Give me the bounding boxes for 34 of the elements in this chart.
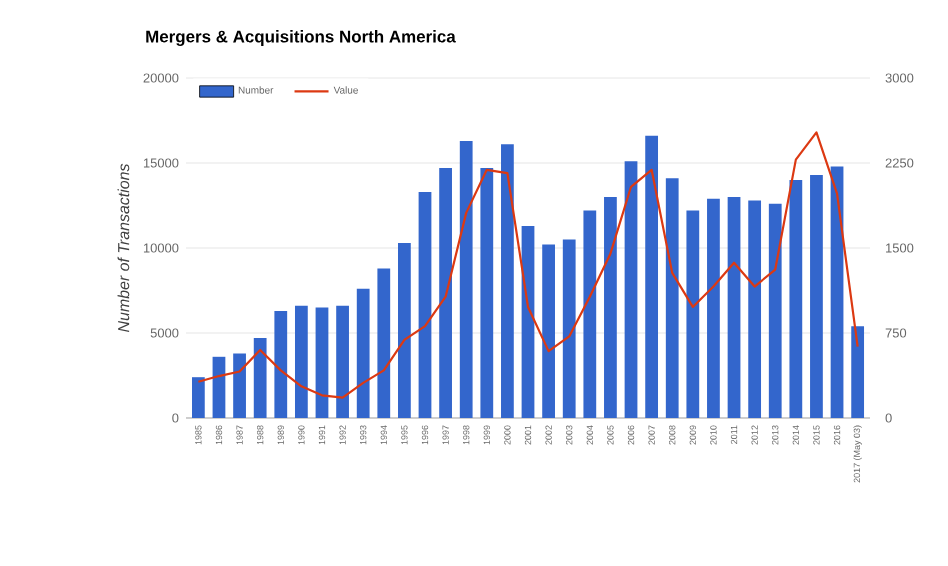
bar bbox=[459, 140, 473, 418]
bar bbox=[542, 244, 555, 418]
bar bbox=[274, 310, 288, 418]
bar bbox=[830, 166, 844, 418]
bar bbox=[191, 377, 205, 418]
bar bbox=[562, 239, 576, 418]
bar bbox=[604, 197, 617, 418]
bar bbox=[707, 198, 720, 418]
bar bbox=[748, 200, 762, 418]
bar bbox=[294, 305, 308, 418]
bar bbox=[398, 242, 411, 418]
bar bbox=[377, 268, 391, 418]
bar bbox=[480, 168, 494, 418]
bar bbox=[624, 161, 638, 418]
bar bbox=[583, 210, 597, 418]
bar bbox=[810, 174, 823, 418]
bar bbox=[439, 168, 452, 418]
bar bbox=[665, 178, 679, 418]
bar bbox=[501, 144, 514, 418]
bar bbox=[686, 210, 700, 418]
bar bbox=[336, 305, 349, 418]
bar bbox=[645, 135, 659, 418]
line-series bbox=[197, 131, 859, 399]
chart-title: Mergers & Acquisitions North America bbox=[146, 30, 456, 46]
bar bbox=[253, 338, 267, 418]
bar bbox=[315, 307, 329, 418]
bar bbox=[233, 353, 246, 418]
bar bbox=[851, 326, 865, 418]
bar bbox=[356, 288, 370, 418]
bar bbox=[768, 203, 782, 418]
bar bbox=[789, 180, 803, 418]
bar bbox=[212, 356, 226, 418]
bar bbox=[418, 191, 432, 418]
bar bbox=[727, 197, 741, 418]
